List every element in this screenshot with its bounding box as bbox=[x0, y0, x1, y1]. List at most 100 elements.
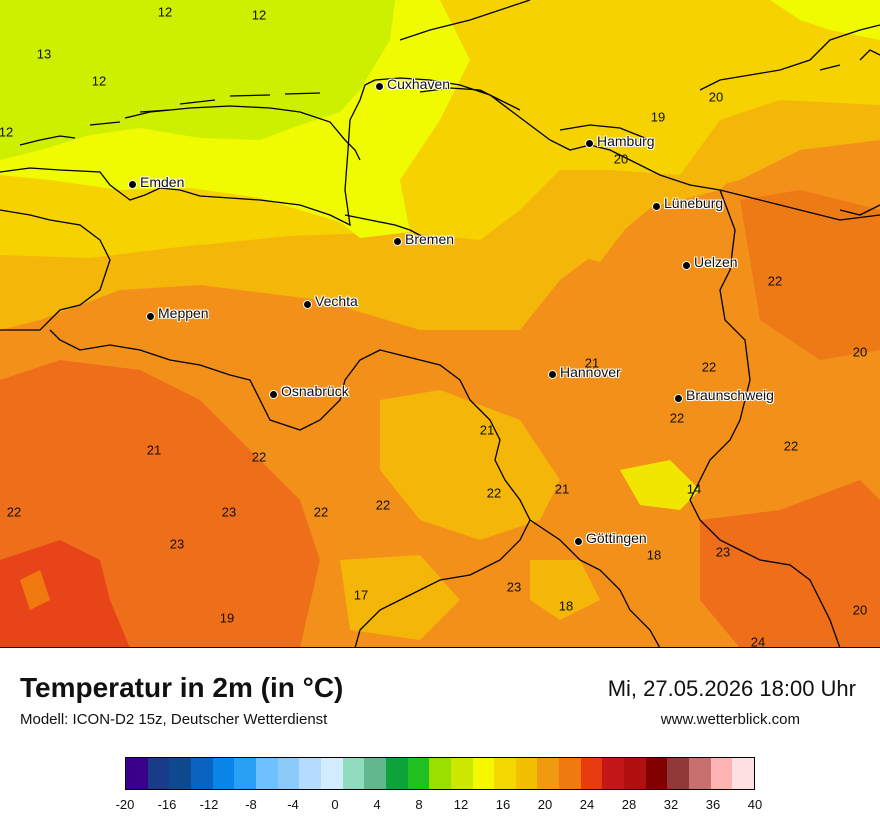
zone-red-orange-sw bbox=[0, 540, 130, 647]
legend-swatch bbox=[602, 758, 625, 789]
temp-value: 20 bbox=[708, 89, 724, 105]
map-title: Temperatur in 2m (in °C) bbox=[20, 672, 344, 703]
legend-swatch bbox=[710, 758, 733, 789]
temp-value: 22 bbox=[669, 410, 685, 426]
legend-swatch bbox=[320, 758, 343, 789]
temp-value: 12 bbox=[91, 73, 107, 89]
map-canvas bbox=[0, 0, 880, 647]
borders-coastlines bbox=[0, 0, 880, 647]
temp-value: 23 bbox=[169, 536, 185, 552]
legend-tick-label: 24 bbox=[579, 797, 595, 812]
city-label-braunschweig[interactable]: Braunschweig bbox=[686, 387, 774, 403]
legend-tick-label: -12 bbox=[199, 797, 219, 812]
city-label-hannover[interactable]: Hannover bbox=[560, 364, 621, 380]
legend-tick-label: 16 bbox=[495, 797, 511, 812]
temp-value: 14 bbox=[686, 481, 702, 497]
temp-value: 12 bbox=[157, 4, 173, 20]
legend-tick-label: 12 bbox=[453, 797, 469, 812]
legend-tick-label: 32 bbox=[663, 797, 679, 812]
zone-yellow-harz bbox=[620, 460, 700, 510]
city-label-hamburg[interactable]: Hamburg bbox=[597, 133, 655, 149]
legend-swatch bbox=[407, 758, 430, 789]
city-dot-osnabrueck bbox=[269, 390, 278, 399]
patch-sw bbox=[20, 570, 50, 610]
city-label-cuxhaven[interactable]: Cuxhaven bbox=[387, 76, 451, 92]
zone-yellow-ne bbox=[770, 0, 880, 40]
city-dot-cuxhaven bbox=[375, 82, 384, 91]
temp-value: 22 bbox=[767, 273, 783, 289]
legend-swatch bbox=[385, 758, 408, 789]
temperature-map[interactable]: Cuxhaven Hamburg Emden Lüneburg Bremen U… bbox=[0, 0, 880, 648]
legend-swatch bbox=[689, 758, 711, 789]
legend-tick-label: -8 bbox=[245, 797, 257, 812]
city-label-goettingen[interactable]: Göttingen bbox=[586, 530, 647, 546]
city-dot-hannover bbox=[548, 370, 557, 379]
temp-value: 18 bbox=[558, 598, 574, 614]
city-label-lueneburg[interactable]: Lüneburg bbox=[664, 195, 724, 211]
color-scale-legend bbox=[125, 757, 755, 790]
city-dot-emden bbox=[128, 180, 137, 189]
legend-tick-label: -4 bbox=[287, 797, 299, 812]
temp-value: 12 bbox=[251, 7, 267, 23]
zone-amber-south bbox=[340, 555, 460, 640]
city-dot-hamburg bbox=[585, 139, 594, 148]
model-info: Modell: ICON-D2 15z, Deutscher Wetterdie… bbox=[20, 711, 328, 728]
city-dot-lueneburg bbox=[652, 202, 661, 211]
forecast-datetime: Mi, 27.05.2026 18:00 Uhr bbox=[607, 676, 856, 701]
legend-swatch bbox=[190, 758, 213, 789]
city-label-vechta[interactable]: Vechta bbox=[315, 293, 358, 309]
city-dot-goettingen bbox=[574, 537, 583, 546]
legend-swatch bbox=[450, 758, 473, 789]
city-dot-meppen bbox=[146, 312, 155, 321]
city-label-osnabrueck[interactable]: Osnabrück bbox=[281, 383, 349, 399]
legend-swatch bbox=[472, 758, 495, 789]
zone-dark-orange-se bbox=[700, 480, 880, 647]
temp-value: 23 bbox=[715, 544, 731, 560]
legend-swatch bbox=[494, 758, 516, 789]
temp-value: 22 bbox=[486, 485, 502, 501]
website-link[interactable]: www.wetterblick.com bbox=[660, 711, 800, 728]
temp-value: 21 bbox=[584, 355, 600, 371]
legend-tick-label: 20 bbox=[537, 797, 553, 812]
legend-swatch bbox=[537, 758, 560, 789]
legend-tick-label: 36 bbox=[705, 797, 721, 812]
legend-swatch bbox=[169, 758, 191, 789]
legend-swatch bbox=[364, 758, 386, 789]
temp-value: 12 bbox=[0, 124, 14, 140]
temp-value: 20 bbox=[852, 344, 868, 360]
legend-swatch bbox=[234, 758, 256, 789]
temp-value: 21 bbox=[479, 422, 495, 438]
legend-swatch bbox=[277, 758, 300, 789]
city-dot-vechta bbox=[303, 300, 312, 309]
legend-tick-label: 40 bbox=[747, 797, 763, 812]
city-label-bremen[interactable]: Bremen bbox=[405, 231, 455, 247]
city-label-emden[interactable]: Emden bbox=[140, 174, 185, 190]
temp-value: 22 bbox=[6, 504, 22, 520]
temp-value: 19 bbox=[219, 610, 235, 626]
zone-lime-sea bbox=[0, 0, 395, 160]
city-label-meppen[interactable]: Meppen bbox=[158, 305, 209, 321]
zone-amber-center bbox=[380, 390, 560, 540]
temp-value: 22 bbox=[783, 438, 799, 454]
legend-swatch bbox=[342, 758, 365, 789]
city-dot-uelzen bbox=[682, 261, 691, 270]
temp-value: 23 bbox=[506, 579, 522, 595]
legend-swatch bbox=[515, 758, 538, 789]
temp-value: 13 bbox=[36, 46, 52, 62]
color-scale-ticks: -20 -16 -12 -8 -4 0 4 8 12 16 20 24 28 32 36 40 bbox=[116, 797, 763, 813]
legend-swatch bbox=[645, 758, 668, 789]
city-label-uelzen[interactable]: Uelzen bbox=[694, 254, 738, 270]
city-dot-bremen bbox=[393, 237, 402, 246]
legend-tick-label: -20 bbox=[115, 797, 135, 812]
legend-swatch bbox=[667, 758, 690, 789]
legend-swatch bbox=[147, 758, 170, 789]
temp-value: 22 bbox=[701, 359, 717, 375]
temp-value: 23 bbox=[221, 504, 237, 520]
legend-swatch bbox=[212, 758, 235, 789]
legend-tick-label: 4 bbox=[373, 797, 381, 812]
legend-tick-label: 8 bbox=[415, 797, 423, 812]
legend-swatch bbox=[126, 758, 148, 789]
temp-value: 21 bbox=[146, 442, 162, 458]
zone-dark-orange-e bbox=[740, 190, 880, 360]
temp-value: 22 bbox=[313, 504, 329, 520]
